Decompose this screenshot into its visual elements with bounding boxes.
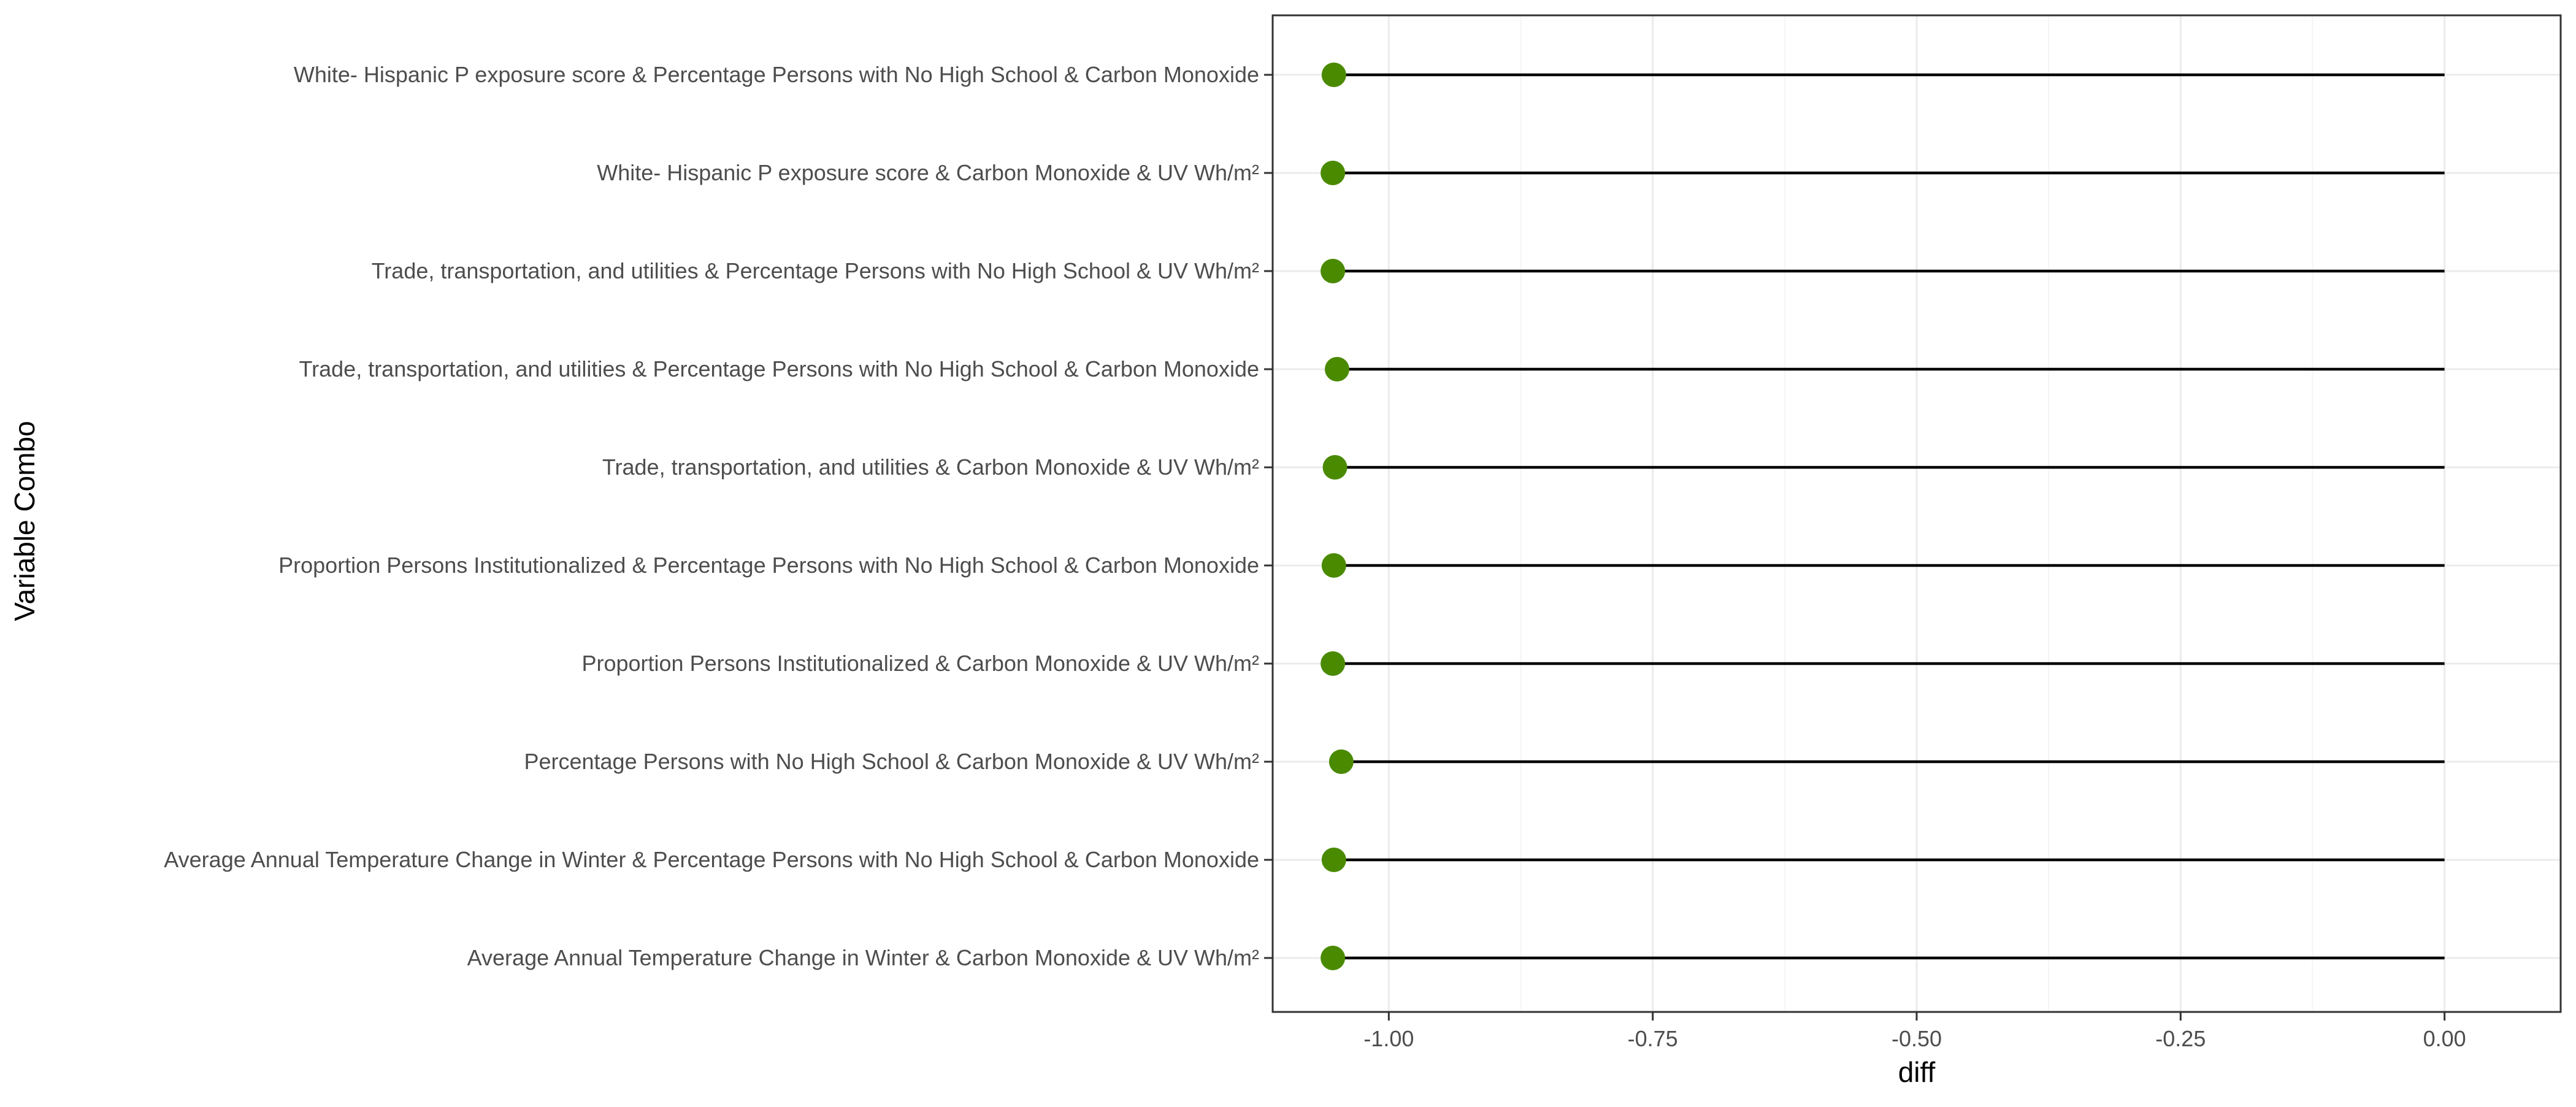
point-layer	[1321, 63, 1354, 970]
lollipop-point	[1325, 357, 1349, 381]
grid-layer	[1273, 15, 2561, 1012]
lollipop-point	[1321, 63, 1346, 87]
y-tick-label: Average Annual Temperature Change in Win…	[164, 847, 1259, 872]
lollipop-point	[1321, 259, 1346, 283]
y-tick-label: Proportion Persons Institutionalized & C…	[581, 651, 1259, 676]
x-axis-title: diff	[1898, 1056, 1936, 1088]
lollipop-point	[1321, 848, 1346, 872]
y-tick-label: Trade, transportation, and utilities & P…	[299, 356, 1259, 381]
y-tick-label: Trade, transportation, and utilities & P…	[372, 258, 1259, 283]
x-tick-label: -0.75	[1628, 1026, 1678, 1051]
x-axis: -1.00 -0.75 -0.50 -0.25 0.00	[1363, 1012, 2466, 1051]
lollipop-point	[1321, 946, 1346, 970]
lollipop-point	[1322, 455, 1347, 480]
lollipop-point	[1328, 749, 1354, 774]
x-tick-label: -0.25	[2155, 1026, 2206, 1051]
segment-layer	[1333, 73, 2445, 960]
x-tick-label: 0.00	[2423, 1026, 2466, 1051]
y-tick-label: Trade, transportation, and utilities & C…	[602, 454, 1259, 480]
y-axis-title: Variable Combo	[9, 421, 40, 621]
y-tick-label: White- Hispanic P exposure score & Carbo…	[597, 160, 1259, 185]
y-axis: White- Hispanic P exposure score & Perce…	[164, 62, 1273, 970]
y-tick-label: White- Hispanic P exposure score & Perce…	[294, 62, 1259, 87]
lollipop-point	[1321, 161, 1346, 185]
lollipop-point	[1321, 651, 1346, 676]
x-tick-label: -1.00	[1363, 1026, 1414, 1051]
lollipop-point	[1321, 553, 1346, 578]
x-tick-label: -0.50	[1892, 1026, 1942, 1051]
y-tick-label: Average Annual Temperature Change in Win…	[467, 945, 1259, 970]
y-tick-label: Percentage Persons with No High School &…	[524, 749, 1259, 774]
y-tick-label: Proportion Persons Institutionalized & P…	[278, 553, 1259, 578]
